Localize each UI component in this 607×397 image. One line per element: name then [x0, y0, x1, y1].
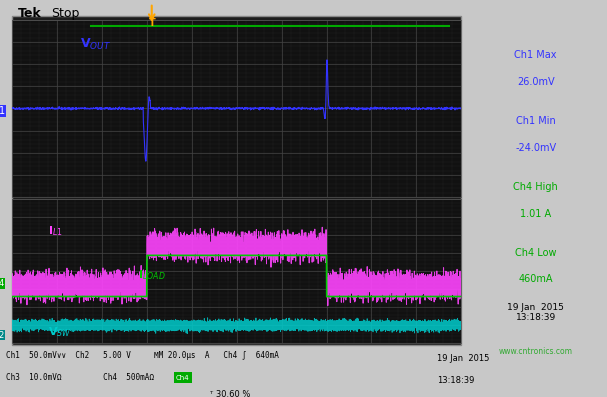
- Text: 13:18:39: 13:18:39: [437, 376, 475, 385]
- Text: Tek: Tek: [18, 8, 42, 20]
- Text: V$_{OUT}$: V$_{OUT}$: [80, 37, 110, 52]
- Text: I$_{LOAD}$: I$_{LOAD}$: [138, 268, 166, 282]
- Text: -24.0mV: -24.0mV: [515, 143, 556, 153]
- Text: Ch4: Ch4: [176, 374, 189, 381]
- Text: Ch1 Min: Ch1 Min: [516, 116, 555, 126]
- Text: Ch1 Max: Ch1 Max: [514, 50, 557, 60]
- Text: 2: 2: [0, 331, 4, 339]
- Text: 1.01 A: 1.01 A: [520, 208, 551, 219]
- Text: I$_{L1}$: I$_{L1}$: [48, 224, 63, 237]
- Text: Ch4 Low: Ch4 Low: [515, 248, 557, 258]
- Text: 19 Jan  2015
13:18:39: 19 Jan 2015 13:18:39: [507, 303, 564, 322]
- Text: Stop: Stop: [52, 8, 80, 20]
- FancyBboxPatch shape: [12, 16, 461, 345]
- Text: 19 Jan  2015: 19 Jan 2015: [437, 354, 489, 362]
- Text: Ch4 High: Ch4 High: [514, 182, 558, 192]
- Text: V$_{SW}$: V$_{SW}$: [48, 325, 72, 339]
- Text: ᵀ 30.60 %: ᵀ 30.60 %: [211, 390, 251, 397]
- Text: 460mA: 460mA: [518, 274, 553, 285]
- Text: 1: 1: [0, 106, 5, 116]
- Text: 4: 4: [0, 279, 4, 288]
- Text: Ch3  10.0mVΩ         Ch4  500mAΩ: Ch3 10.0mVΩ Ch4 500mAΩ: [6, 373, 154, 382]
- Text: www.cntronics.com: www.cntronics.com: [499, 347, 572, 357]
- Text: T: T: [149, 18, 155, 29]
- Text: Ch1  50.0mV∨∨  Ch2   5.00 V     ΜM 20.0μs  A   Ch4 ∫  640mA: Ch1 50.0mV∨∨ Ch2 5.00 V ΜM 20.0μs A Ch4 …: [6, 351, 279, 360]
- Text: 26.0mV: 26.0mV: [517, 77, 554, 87]
